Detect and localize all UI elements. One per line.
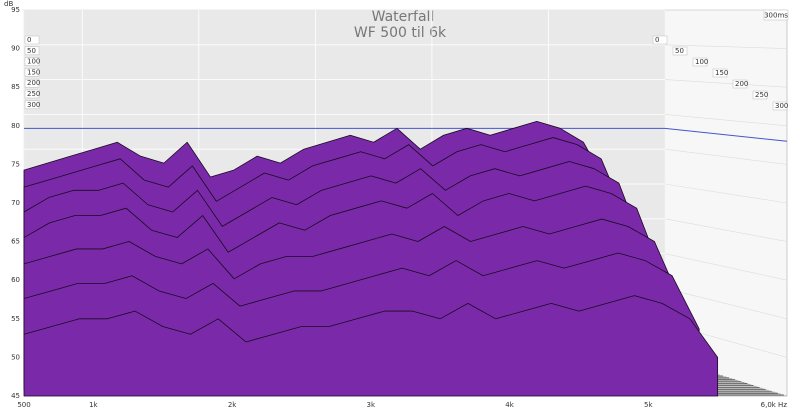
time-label-box — [24, 89, 40, 99]
time-label: 0 — [27, 36, 31, 44]
y-tick-label: 55 — [11, 315, 20, 323]
time-label: 50 — [675, 47, 684, 55]
y-tick-label: 80 — [11, 122, 20, 130]
time-label-box — [672, 46, 688, 56]
y-tick-label: 75 — [11, 160, 20, 168]
time-label: 300 — [27, 101, 40, 109]
x-tick-label: 2k — [228, 401, 237, 409]
chart-title: Waterfall — [372, 9, 435, 25]
y-axis-label: dB — [4, 0, 13, 8]
time-label: 100 — [695, 58, 708, 66]
time-label-box — [732, 79, 748, 89]
grid-line — [664, 44, 788, 49]
y-tick-label: 50 — [11, 353, 20, 361]
y-tick-label: 70 — [11, 199, 20, 207]
time-label-box — [24, 57, 40, 66]
grid-line — [664, 253, 788, 281]
time-label: 250 — [27, 90, 40, 98]
y-tick-label: 65 — [11, 238, 20, 246]
time-label-box — [24, 78, 40, 88]
time-label: 0 — [655, 36, 659, 44]
depth-label: 300ms — [764, 12, 788, 20]
y-tick-label: 45 — [11, 392, 20, 400]
x-tick-label: 5k — [644, 401, 653, 409]
grid-line — [664, 148, 788, 165]
time-label-box — [752, 90, 768, 100]
time-label: 300 — [775, 102, 788, 110]
time-label-box — [772, 101, 788, 111]
x-tick-label: 3k — [367, 401, 376, 409]
time-label: 50 — [27, 47, 36, 55]
x-tick-label: 6,0k Hz — [761, 401, 788, 409]
x-tick-label: 500 — [17, 401, 30, 409]
time-label-box — [692, 57, 708, 67]
x-tick-label: 4k — [505, 401, 514, 409]
y-tick-label: 85 — [11, 83, 20, 91]
time-label: 200 — [27, 79, 40, 87]
grid-line — [664, 288, 788, 320]
time-label-box — [712, 68, 728, 78]
time-label: 150 — [27, 68, 40, 76]
grid-line — [664, 218, 788, 242]
y-tick-label: 95 — [11, 6, 20, 14]
time-label: 200 — [735, 80, 748, 88]
time-label-box — [24, 35, 40, 45]
y-tick-label: 60 — [11, 276, 20, 284]
grid-line — [664, 114, 788, 127]
time-label: 100 — [27, 58, 40, 66]
y-tick-label: 90 — [11, 45, 20, 53]
time-label: 150 — [715, 69, 728, 77]
grid-line — [664, 79, 788, 88]
time-label: 250 — [755, 91, 768, 99]
waterfall-slice — [23, 295, 719, 397]
chart-subtitle: WF 500 til 6k — [354, 25, 447, 41]
x-tick-label: 1k — [89, 401, 98, 409]
time-label-box — [24, 68, 40, 77]
time-label-box — [24, 46, 40, 56]
grid-line — [664, 183, 788, 204]
time-label-box — [652, 35, 668, 45]
reference-line — [24, 127, 788, 142]
time-label-box — [24, 100, 40, 110]
